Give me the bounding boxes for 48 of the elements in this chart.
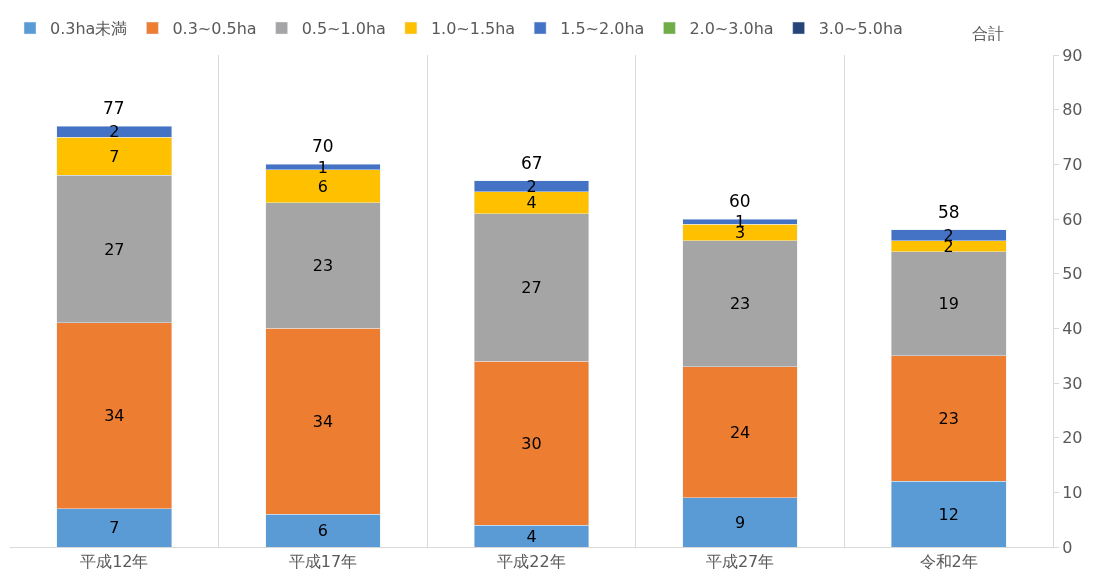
data-label: 6: [317, 521, 328, 541]
total-label: 58: [938, 202, 960, 222]
legend-label: 0.3~0.5ha: [172, 19, 257, 39]
y-tick-label: 30: [1062, 373, 1083, 393]
x-tick-label: 平成17年: [288, 552, 358, 572]
legend-label: 1.5~2.0ha: [560, 19, 645, 39]
data-label: 27: [521, 277, 542, 297]
data-label: 24: [729, 422, 751, 442]
data-label: 30: [521, 433, 542, 453]
data-label: 2: [109, 122, 120, 142]
y-tick-label: 60: [1062, 209, 1083, 229]
data-label: 2: [526, 176, 537, 196]
x-tick-label: 令和2年: [919, 552, 978, 572]
legend-label: 0.3ha未満: [50, 19, 128, 39]
total-label: 60: [729, 191, 751, 211]
x-tick-label: 平成22年: [497, 552, 566, 572]
data-label: 7: [109, 518, 120, 538]
data-label: 6: [317, 176, 328, 196]
data-label: 4: [526, 526, 537, 546]
y-tick-label: 70: [1062, 154, 1083, 174]
data-label: 19: [938, 294, 959, 314]
data-label: 9: [735, 512, 746, 532]
total-label: 77: [103, 98, 125, 118]
x-tick-label: 平成27年: [705, 552, 775, 572]
data-label: 7: [109, 146, 120, 166]
legend-label: 1.0~1.5ha: [430, 19, 516, 39]
total-label: 70: [312, 136, 334, 156]
y-tick-label: 80: [1062, 100, 1083, 120]
y-tick-label: 20: [1062, 428, 1083, 448]
y-tick-label: 10: [1062, 482, 1083, 502]
text: 合計: [972, 24, 1004, 43]
y-tick-label: 90: [1062, 45, 1083, 65]
total-label: 67: [521, 153, 543, 173]
data-label: 27: [104, 239, 125, 259]
legend-label: 3.0~5.0ha: [818, 19, 903, 39]
data-label: 4: [526, 193, 537, 213]
legend-label: 0.5~1.0ha: [301, 19, 386, 39]
data-label: 34: [104, 406, 125, 426]
data-label: 12: [938, 504, 959, 524]
data-label: 34: [312, 411, 334, 431]
data-label: 23: [312, 255, 334, 275]
y-tick-label: 40: [1062, 318, 1083, 338]
legend-label: 2.0~3.0ha: [689, 19, 774, 39]
data-label: 23: [938, 409, 959, 429]
data-label: 23: [729, 294, 751, 314]
y-tick-label: 0: [1062, 537, 1073, 557]
x-tick-label: 平成12年: [80, 552, 149, 572]
y-tick-label: 50: [1062, 264, 1083, 284]
